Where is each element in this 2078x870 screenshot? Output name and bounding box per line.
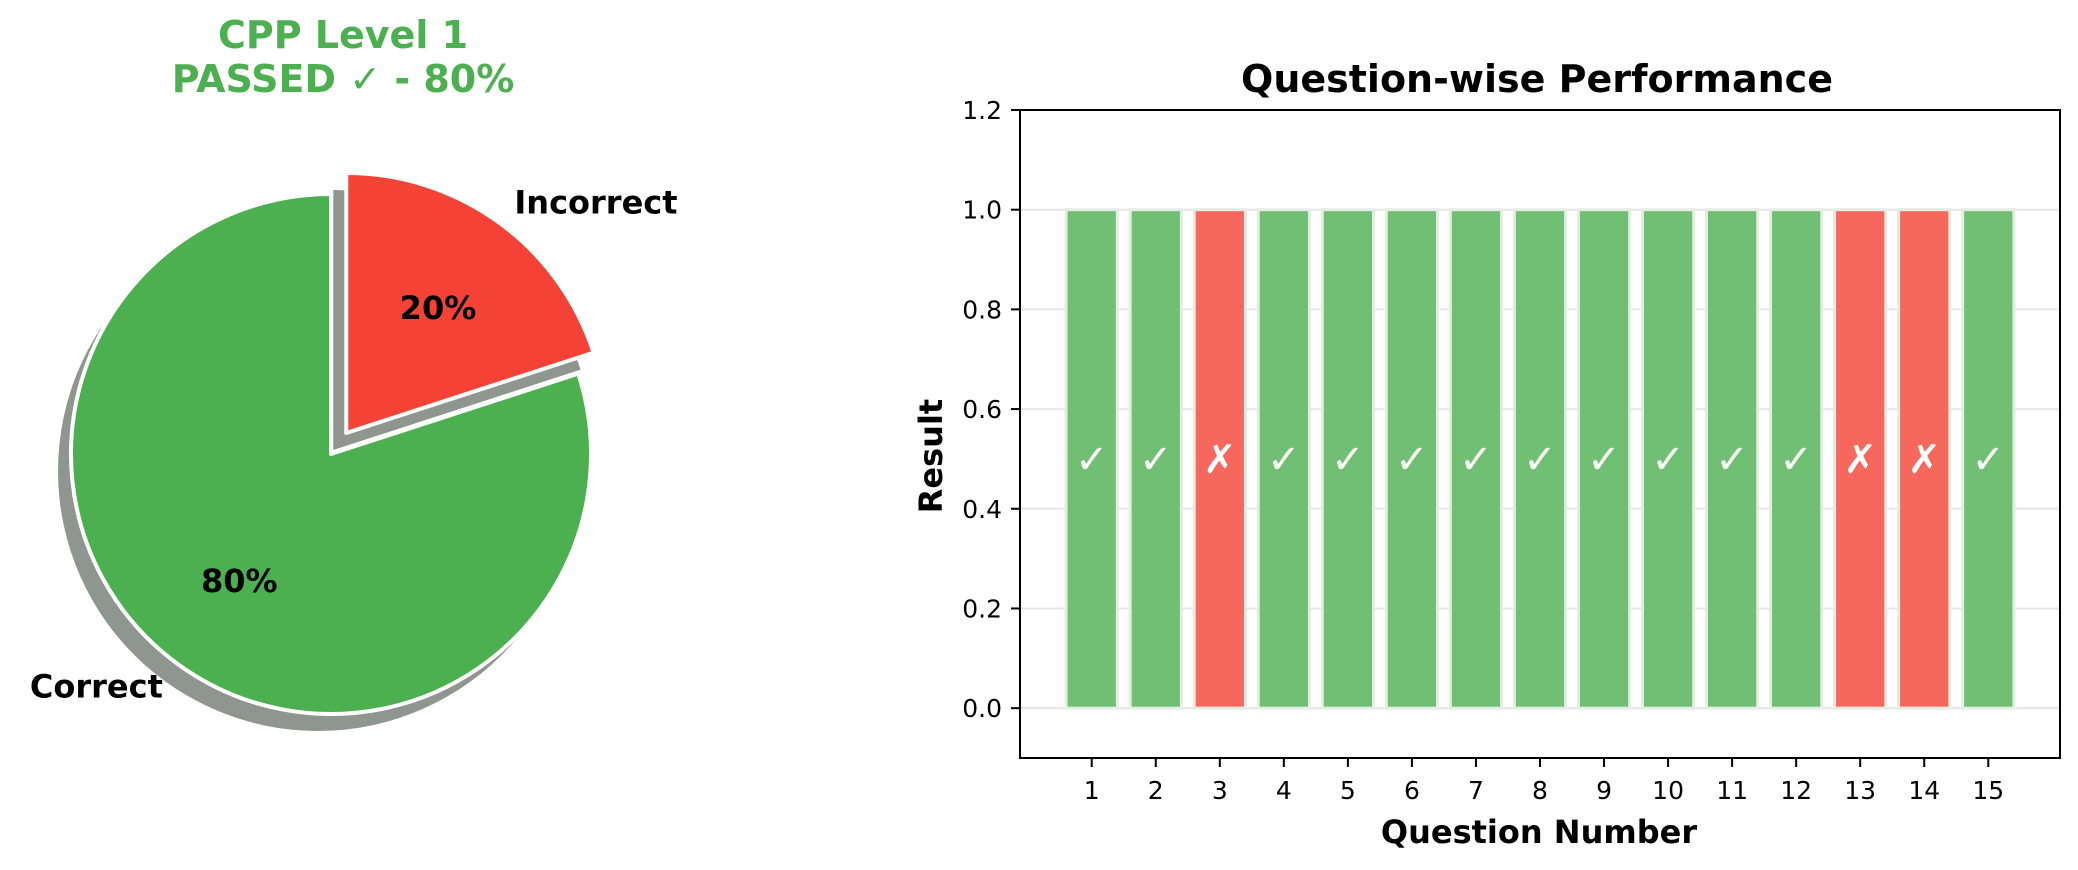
pie-slices	[69, 170, 596, 716]
bar-question-2	[1128, 208, 1183, 710]
pie-category-label-correct: Correct	[30, 667, 163, 705]
x-tick-label: 13	[1844, 776, 1876, 805]
x-axis-ticks: 1 2 3 4 5 6 7 8 9 10 11 12 13 14 15	[1084, 758, 2004, 805]
x-tick-label: 3	[1212, 776, 1228, 805]
bar-question-11	[1705, 208, 1760, 710]
check-mark-icon: ✓	[1459, 437, 1493, 483]
bars	[1064, 208, 2016, 710]
x-tick-label: 6	[1404, 776, 1420, 805]
check-mark-icon: ✓	[1075, 437, 1109, 483]
x-axis-label: Question Number	[1381, 813, 1697, 851]
y-tick-label: 0.2	[962, 594, 1002, 623]
bar-question-12	[1769, 208, 1824, 710]
bar-question-10	[1640, 208, 1696, 710]
check-mark-icon: ✓	[1651, 437, 1685, 483]
check-mark-icon: ✓	[1972, 437, 2006, 483]
x-tick-label: 9	[1596, 776, 1612, 805]
bar-question-13	[1833, 208, 1888, 710]
bar-question-1	[1064, 208, 1119, 710]
x-tick-label: 15	[1972, 776, 2004, 805]
bar-question-3	[1192, 208, 1247, 710]
x-tick-label: 5	[1340, 776, 1356, 805]
x-tick-label: 7	[1468, 776, 1484, 805]
cross-mark-icon: ✗	[1843, 437, 1877, 483]
check-mark-icon: ✓	[1523, 437, 1557, 483]
check-mark-icon: ✓	[1139, 437, 1173, 483]
bar-question-9	[1576, 208, 1632, 710]
bar-result-marks: ✓ ✓ ✗ ✓ ✓ ✓ ✓ ✓ ✓ ✓ ✓ ✓ ✗ ✗ ✓	[1075, 437, 2005, 483]
pie-slice-incorrect	[344, 170, 596, 435]
pie-title-line2: PASSED ✓ - 80%	[172, 57, 515, 101]
cross-mark-icon: ✗	[1203, 437, 1237, 483]
x-tick-label: 12	[1780, 776, 1812, 805]
bar-question-15	[1961, 208, 2016, 710]
check-mark-icon: ✓	[1395, 437, 1429, 483]
cross-mark-icon: ✗	[1907, 437, 1941, 483]
check-mark-icon: ✓	[1331, 437, 1365, 483]
bar-question-7	[1448, 208, 1504, 710]
pie-slice-correct	[69, 192, 593, 716]
check-mark-icon: ✓	[1779, 437, 1813, 483]
y-tick-label: 0.8	[962, 295, 1002, 324]
pie-chart-panel: CPP Level 1 PASSED ✓ - 80% 80% Correct 20%…	[30, 13, 678, 731]
pie-pct-label-incorrect: 20%	[400, 289, 477, 327]
check-mark-icon: ✓	[1715, 437, 1749, 483]
pie-labels: 80% Correct 20% Incorrect	[30, 184, 678, 706]
bar-question-6	[1384, 208, 1440, 710]
y-tick-label: 0.4	[962, 495, 1002, 524]
y-axis-ticks: 0.0 0.2 0.4 0.6 0.8 1.0 1.2	[962, 96, 1020, 723]
bar-question-5	[1320, 208, 1375, 710]
x-tick-label: 14	[1908, 776, 1940, 805]
bar-question-4	[1256, 208, 1311, 710]
y-tick-label: 0.0	[962, 694, 1002, 723]
check-mark-icon: ✓	[1587, 437, 1621, 483]
x-tick-label: 4	[1276, 776, 1292, 805]
check-mark-icon: ✓	[1267, 437, 1301, 483]
x-tick-label: 1	[1084, 776, 1100, 805]
x-tick-label: 10	[1652, 776, 1684, 805]
bar-question-8	[1512, 208, 1568, 710]
y-axis-label: Result	[912, 399, 950, 513]
y-tick-label: 0.6	[962, 395, 1002, 424]
bar-question-14	[1897, 208, 1952, 710]
x-tick-label: 2	[1148, 776, 1164, 805]
y-tick-label: 1.2	[962, 96, 1002, 125]
x-tick-label: 8	[1532, 776, 1548, 805]
bar-chart-title: Question-wise Performance	[1241, 57, 1833, 101]
pie-category-label-incorrect: Incorrect	[514, 184, 677, 222]
bar-chart-panel: Question-wise Performance ✓ ✓ ✗ ✓ ✓ ✓ ✓ ✓ ✓ ✓ ✓ ✓ ✗ ✗…	[912, 57, 2061, 851]
pie-title-line1: CPP Level 1	[218, 13, 468, 57]
y-tick-label: 1.0	[962, 196, 1002, 225]
x-tick-label: 11	[1716, 776, 1748, 805]
pie-pct-label-correct: 80%	[201, 562, 278, 600]
